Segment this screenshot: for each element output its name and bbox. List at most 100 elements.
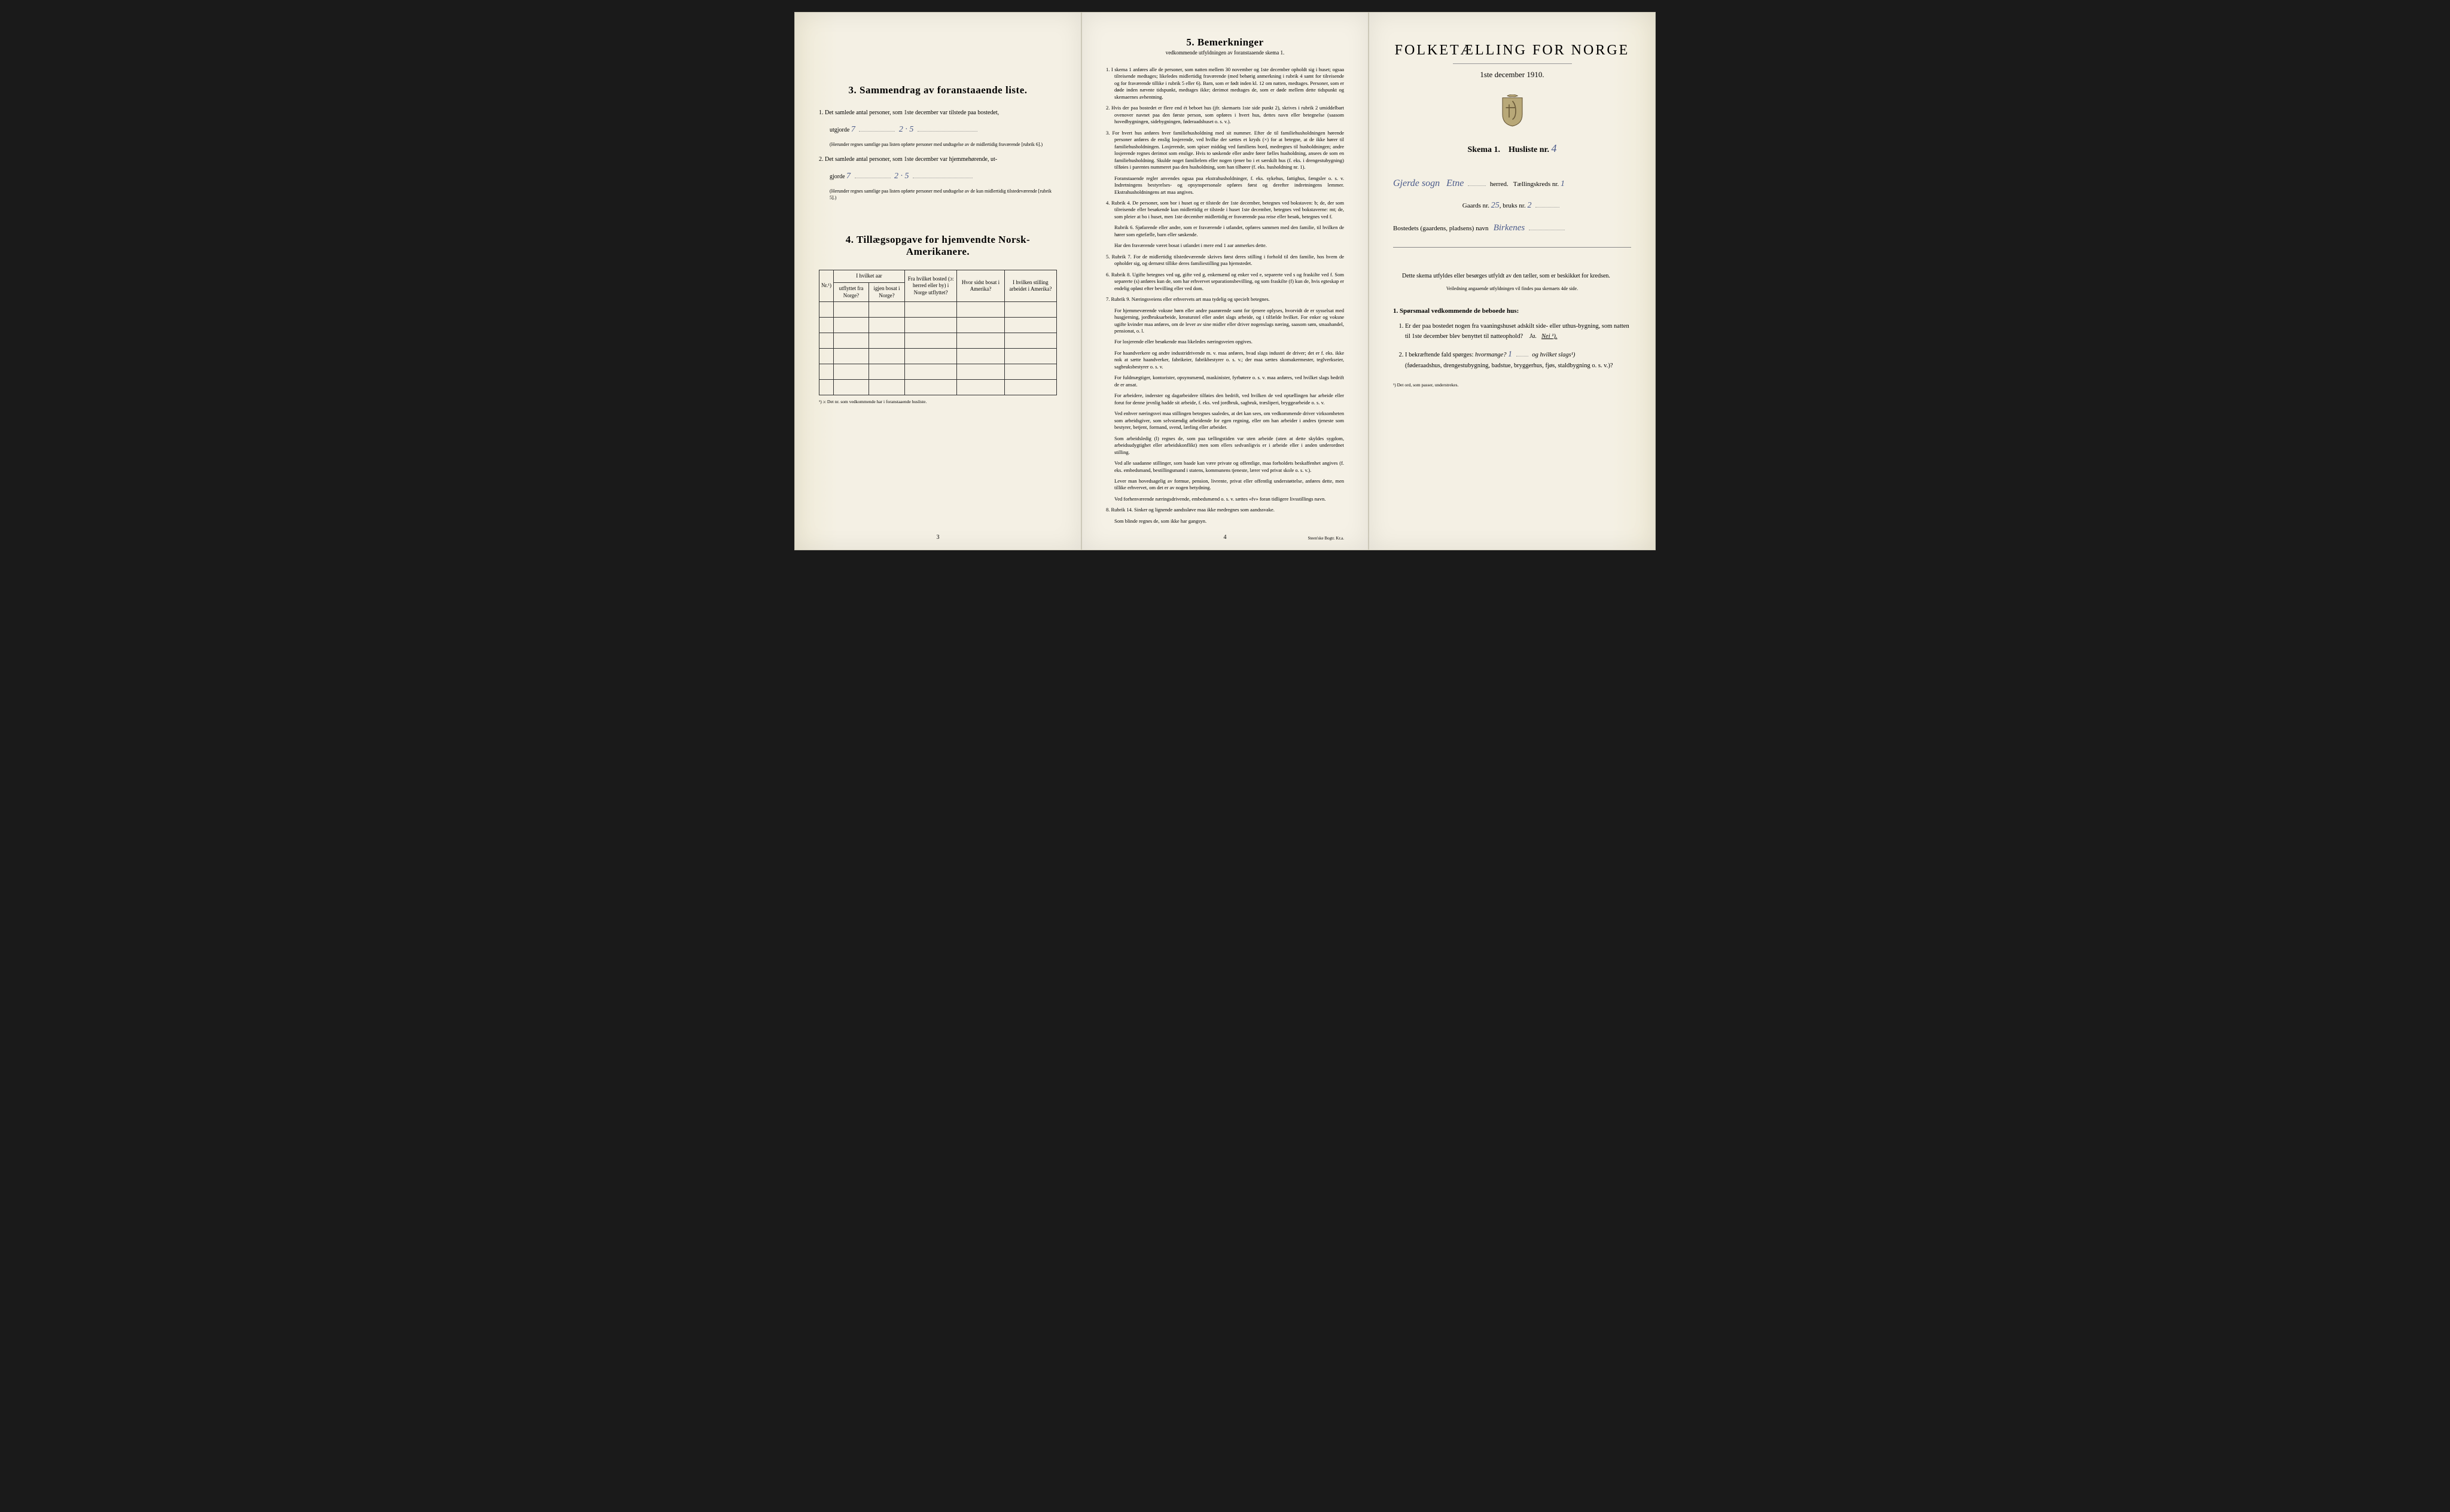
table-cell (833, 333, 869, 349)
th-stilling: I hvilken stilling arbeidet i Amerika? (1004, 270, 1056, 302)
item1-hw1: 7 (851, 125, 855, 134)
item2-note: (Herunder regnes samtlige paa listen opf… (819, 188, 1057, 201)
location-line: Gjerde sogn Etne herred. Tællingskreds n… (1393, 173, 1631, 194)
q2-hvormange: hvormange? (1475, 352, 1507, 358)
section-5-title: 5. Bemerkninger (1106, 36, 1344, 48)
item2-prefix: gjorde (830, 173, 845, 180)
bemerkning-item: Har den fraværende været bosat i utlande… (1106, 242, 1344, 249)
question-2: I bekræftende fald spørges: hvormange? 1… (1405, 348, 1631, 371)
table-cell (869, 349, 904, 364)
item2-line2: gjorde 7 2 · 5 (819, 170, 1057, 182)
th-nr: Nr.¹) (819, 270, 834, 302)
table-cell (833, 318, 869, 333)
bemerkninger-list: 1. I skema 1 anføres alle de personer, s… (1106, 66, 1344, 525)
bemerkning-item: 8. Rubrik 14. Sinker og lignende aandssl… (1106, 507, 1344, 513)
footnote-right: ¹) Det ord, som passer, understrekes. (1393, 382, 1631, 388)
telling-label: Tællingskreds nr. (1513, 181, 1559, 188)
bemerkning-item: Foranstaaende regler anvendes ogsaa paa … (1106, 175, 1344, 196)
bemerkning-item: 3. For hvert hus anføres hver familiehus… (1106, 130, 1344, 171)
page-4: 5. Bemerkninger vedkommende utfyldningen… (1081, 12, 1369, 550)
table-body (819, 302, 1057, 395)
table-cell (819, 364, 834, 380)
section-3-title: 3. Sammendrag av foranstaaende liste. (819, 84, 1057, 96)
th-igjen-bosat: igjen bosat i Norge? (869, 282, 904, 301)
table-cell (833, 364, 869, 380)
fill-line (918, 131, 977, 132)
th-aar-group: I hvilket aar (833, 270, 904, 283)
table-cell (819, 318, 834, 333)
item2-text: 2. Det samlede antal personer, som 1ste … (819, 156, 997, 163)
item1-hw2: 2 · 5 (899, 125, 914, 134)
th-bosted: Fra hvilket bosted (ɔ: herred eller by) … (904, 270, 956, 302)
table-cell (904, 333, 956, 349)
table-cell (869, 380, 904, 395)
bruk-label: bruks nr. (1503, 202, 1526, 209)
document-three-panel: 3. Sammendrag av foranstaaende liste. 1.… (794, 12, 1656, 550)
bemerkning-item: Ved forhenværende næringsdrivende, embed… (1106, 496, 1344, 502)
telling-nr: 1 (1561, 179, 1565, 188)
table-cell (957, 380, 1004, 395)
page-number-4: 4 (1224, 534, 1227, 541)
q2-prefix: I bekræftende fald spørges: (1405, 352, 1473, 358)
bemerkning-item: For fuldmægtiger, kontorister, opsynsmæn… (1106, 374, 1344, 388)
table-cell (833, 380, 869, 395)
bemerkning-item: Som arbeidsledig (l) regnes de, som paa … (1106, 435, 1344, 456)
bemerkning-item: Ved enhver næringsvei maa stillingen bet… (1106, 410, 1344, 431)
gaard-line: Gaards nr. 25, bruks nr. 2 (1393, 197, 1631, 215)
skema-prefix: Skema 1. (1468, 145, 1500, 154)
instruction-main: Dette skema utfyldes eller besørges utfy… (1393, 272, 1631, 281)
bemerkning-item: For haandverkere og andre industridriven… (1106, 350, 1344, 370)
page-3: 3. Sammendrag av foranstaaende liste. 1.… (794, 12, 1081, 550)
page-number-3: 3 (937, 534, 940, 541)
table-row (819, 364, 1057, 380)
bemerkning-item: 6. Rubrik 8. Ugifte betegnes ved ug, gif… (1106, 272, 1344, 292)
item1-prefix: utgjorde (830, 127, 849, 133)
table-row (819, 380, 1057, 395)
bemerkning-item: For hjemmeværende voksne børn eller andr… (1106, 307, 1344, 335)
table-cell (1004, 349, 1056, 364)
skema-line: Skema 1. Husliste nr. 4 (1393, 142, 1631, 155)
gaard-nr: 25 (1491, 201, 1500, 210)
table-cell (1004, 333, 1056, 349)
table-cell (957, 349, 1004, 364)
instruction-block: Dette skema utfyldes eller besørges utfy… (1393, 272, 1631, 292)
section-4-title: 4. Tillægsopgave for hjemvendte Norsk-Am… (819, 234, 1057, 258)
item2-hw1: 7 (846, 172, 851, 181)
bemerkning-item: 1. I skema 1 anføres alle de personer, s… (1106, 66, 1344, 100)
table-cell (819, 380, 834, 395)
bemerkning-item: Som blinde regnes de, som ikke har gangs… (1106, 518, 1344, 525)
item1-note: (Herunder regnes samtlige paa listen opf… (819, 142, 1057, 148)
date-subtitle: 1ste december 1910. (1393, 70, 1631, 80)
skema-number: 4 (1551, 142, 1556, 154)
bemerkning-item: Lever man hovedsagelig av formue, pensio… (1106, 478, 1344, 492)
table-cell (904, 349, 956, 364)
table-cell (819, 333, 834, 349)
questions-heading: 1. Spørsmaal vedkommende de beboede hus: (1393, 307, 1631, 315)
table-footnote: ¹) ɔ: Det nr. som vedkommende har i fora… (819, 399, 1057, 404)
item2-hw2: 2 · 5 (894, 172, 909, 181)
table-row (819, 349, 1057, 364)
question-list: Er der paa bostedet nogen fra vaaningshu… (1393, 322, 1631, 371)
table-cell (957, 333, 1004, 349)
q1-ja: Ja. (1529, 333, 1537, 340)
q2-val: 1 (1508, 350, 1512, 359)
q2-slags: og hvilket slags¹) (1532, 352, 1575, 358)
table-cell (1004, 364, 1056, 380)
table-cell (957, 318, 1004, 333)
gaard-label: Gaards nr. (1462, 202, 1489, 209)
table-cell (904, 318, 956, 333)
bemerkning-item: 4. Rubrik 4. De personer, som bor i huse… (1106, 200, 1344, 220)
bosted-label: Bostedets (gaardens, pladsens) navn (1393, 225, 1488, 232)
q1-text: Er der paa bostedet nogen fra vaaningshu… (1405, 323, 1629, 340)
table-cell (819, 302, 834, 318)
table-cell (1004, 380, 1056, 395)
sogn-hw: Gjerde sogn (1393, 178, 1440, 188)
item1-line2: utgjorde 7 2 · 5 (819, 123, 1057, 136)
bemerkning-item: For losjerende eller besøkende maa likel… (1106, 339, 1344, 345)
bemerkning-item: 7. Rubrik 9. Næringsveiens eller erhverv… (1106, 296, 1344, 303)
divider (1393, 247, 1631, 248)
printer-note: Steen'ske Bogtr. Kr.a. (1308, 536, 1344, 541)
bemerkning-item: 5. Rubrik 7. For de midlertidig tilstede… (1106, 254, 1344, 267)
table-cell (869, 318, 904, 333)
q1-nei: Nei ¹). (1541, 333, 1557, 340)
